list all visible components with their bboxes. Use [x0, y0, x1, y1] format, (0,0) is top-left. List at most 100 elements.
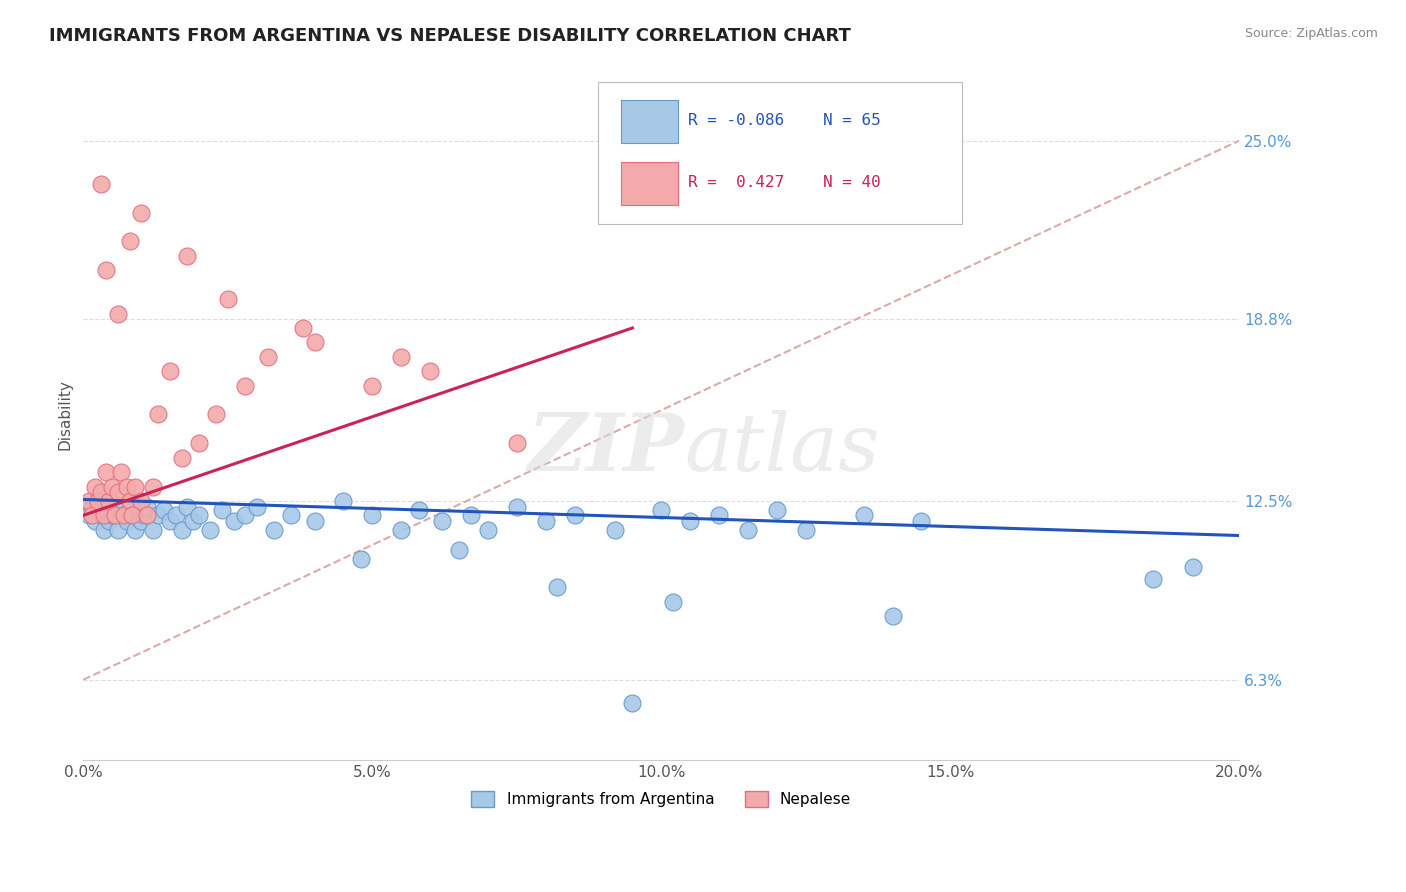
Point	[389, 523, 412, 537]
Text: R = -0.086: R = -0.086	[688, 113, 785, 128]
Point	[621, 696, 644, 710]
Point	[506, 500, 529, 514]
Point	[110, 500, 132, 514]
Point	[350, 551, 373, 566]
Point	[304, 335, 326, 350]
Point	[707, 508, 730, 523]
Text: IMMIGRANTS FROM ARGENTINA VS NEPALESE DISABILITY CORRELATION CHART: IMMIGRANTS FROM ARGENTINA VS NEPALESE DI…	[49, 27, 851, 45]
Point	[112, 508, 135, 523]
Text: R =  0.427: R = 0.427	[688, 175, 785, 190]
Point	[280, 508, 302, 523]
Point	[170, 450, 193, 465]
Point	[534, 514, 557, 528]
Point	[211, 502, 233, 516]
Point	[430, 514, 453, 528]
Point	[148, 408, 170, 422]
Point	[650, 502, 672, 516]
Point	[187, 508, 209, 523]
Point	[506, 436, 529, 450]
Y-axis label: Disability: Disability	[58, 379, 72, 450]
Point	[460, 508, 482, 523]
Point	[107, 307, 129, 321]
FancyBboxPatch shape	[621, 162, 678, 205]
Point	[447, 543, 470, 558]
Point	[910, 514, 932, 528]
Point	[77, 494, 100, 508]
Point	[332, 494, 354, 508]
Point	[200, 523, 222, 537]
Point	[121, 508, 143, 523]
Point	[93, 508, 115, 523]
Point	[142, 523, 165, 537]
Point	[222, 514, 245, 528]
Point	[96, 502, 118, 516]
Point	[87, 494, 110, 508]
Point	[233, 378, 256, 392]
Point	[90, 177, 112, 191]
Point	[135, 500, 157, 514]
Point	[389, 350, 412, 364]
Point	[477, 523, 499, 537]
Point	[679, 514, 702, 528]
FancyBboxPatch shape	[621, 100, 678, 143]
Point	[101, 479, 124, 493]
Point	[80, 500, 103, 514]
Point	[257, 350, 280, 364]
Point	[170, 523, 193, 537]
Point	[135, 508, 157, 523]
Point	[118, 235, 141, 249]
Point	[233, 508, 256, 523]
Point	[127, 502, 149, 516]
Point	[662, 595, 685, 609]
Point	[263, 523, 285, 537]
Point	[107, 485, 129, 500]
Point	[96, 465, 118, 479]
Point	[110, 465, 132, 479]
Point	[90, 508, 112, 523]
Point	[159, 364, 181, 378]
Point	[546, 581, 568, 595]
Point	[852, 508, 875, 523]
Text: ZIP: ZIP	[527, 410, 685, 488]
Point	[129, 205, 152, 219]
Point	[112, 508, 135, 523]
Point	[98, 494, 121, 508]
Point	[107, 523, 129, 537]
Point	[148, 508, 170, 523]
FancyBboxPatch shape	[598, 82, 962, 224]
Text: N = 40: N = 40	[823, 175, 882, 190]
Point	[419, 364, 441, 378]
Point	[246, 500, 269, 514]
Text: atlas: atlas	[685, 410, 880, 488]
Text: Source: ZipAtlas.com: Source: ZipAtlas.com	[1244, 27, 1378, 40]
Point	[882, 609, 904, 624]
Point	[90, 485, 112, 500]
Point	[181, 514, 204, 528]
Point	[176, 249, 198, 263]
Point	[205, 408, 228, 422]
Point	[101, 508, 124, 523]
Point	[124, 479, 146, 493]
Point	[361, 378, 384, 392]
Point	[564, 508, 586, 523]
Point	[83, 514, 105, 528]
Point	[165, 508, 187, 523]
Point	[1142, 572, 1164, 586]
Point	[115, 479, 138, 493]
Point	[132, 508, 155, 523]
Point	[93, 523, 115, 537]
Point	[159, 514, 181, 528]
Legend: Immigrants from Argentina, Nepalese: Immigrants from Argentina, Nepalese	[464, 784, 859, 815]
Point	[121, 508, 143, 523]
Point	[187, 436, 209, 450]
Point	[408, 502, 430, 516]
Point	[1182, 560, 1205, 574]
Point	[80, 508, 103, 523]
Point	[118, 494, 141, 508]
Point	[217, 292, 239, 306]
Point	[142, 479, 165, 493]
Point	[361, 508, 384, 523]
Text: N = 65: N = 65	[823, 113, 882, 128]
Point	[291, 321, 314, 335]
Point	[129, 494, 152, 508]
